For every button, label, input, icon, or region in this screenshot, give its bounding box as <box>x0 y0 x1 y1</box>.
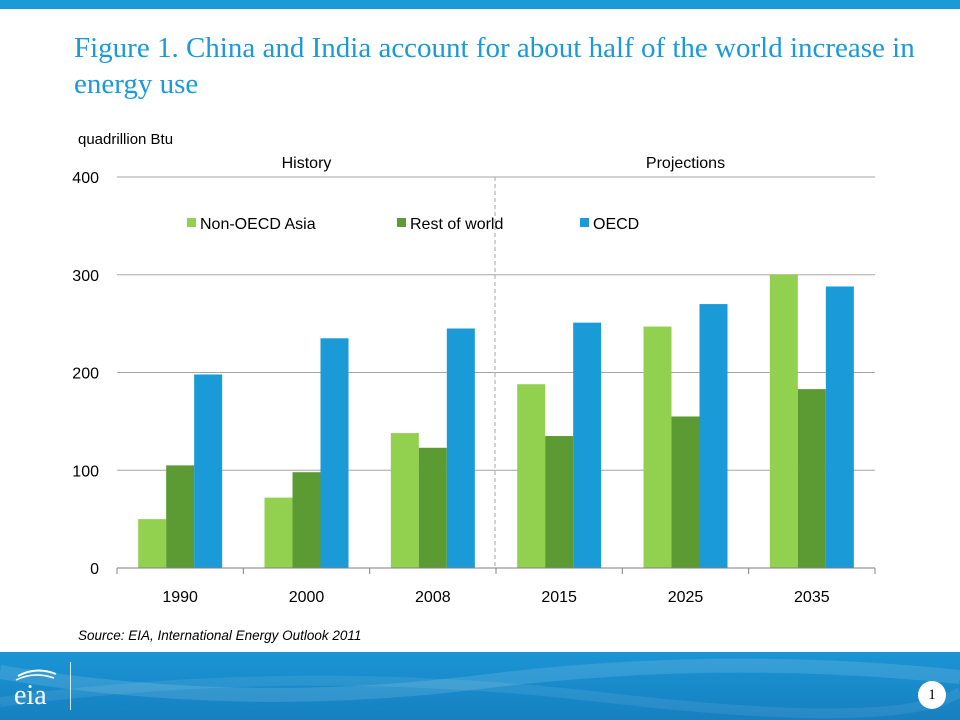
svg-text:eia: eia <box>14 680 47 710</box>
bar <box>671 416 700 568</box>
x-tick-label: 2015 <box>541 589 577 606</box>
y-tick-label: 100 <box>72 463 99 480</box>
x-tick-label: 2025 <box>668 589 704 606</box>
period-label-history: History <box>282 155 332 172</box>
y-axis-label: quadrillion Btu <box>78 131 173 148</box>
bar <box>517 384 546 568</box>
bar <box>825 286 854 568</box>
legend-swatch <box>187 218 196 227</box>
bar <box>292 472 321 568</box>
bar <box>320 338 349 568</box>
period-label-projections: Projections <box>646 155 725 172</box>
bar <box>573 322 602 568</box>
bar <box>699 304 728 568</box>
x-tick-label: 1990 <box>162 589 198 606</box>
bar <box>643 326 672 568</box>
x-tick-label: 2008 <box>415 589 451 606</box>
page-number: 1 <box>918 681 946 709</box>
logo-divider <box>70 662 71 710</box>
legend-label: Rest of world <box>410 216 503 233</box>
legend-label: Non-OECD Asia <box>200 216 316 233</box>
y-tick-label: 200 <box>72 366 99 383</box>
bar <box>264 497 293 568</box>
bar <box>166 465 195 568</box>
bar <box>769 274 798 568</box>
y-tick-label: 0 <box>90 561 99 578</box>
legend-swatch <box>580 218 589 227</box>
y-tick-label: 300 <box>72 268 99 285</box>
eia-logo: eia <box>14 669 57 710</box>
x-tick-label: 2000 <box>289 589 325 606</box>
bar <box>418 447 447 568</box>
bar <box>138 519 167 568</box>
y-tick-label: 400 <box>72 170 99 187</box>
footer-bar: eia <box>0 652 960 720</box>
bar <box>390 433 419 568</box>
legend-label: OECD <box>593 216 639 233</box>
bar <box>545 436 574 568</box>
x-tick-label: 2035 <box>794 589 830 606</box>
footer-wave-pattern <box>0 658 960 719</box>
source-note: Source: EIA, International Energy Outloo… <box>78 628 362 643</box>
bar <box>194 374 223 568</box>
slide-title: Figure 1. China and India account for ab… <box>74 32 915 100</box>
bar <box>446 328 475 568</box>
bar <box>797 389 826 568</box>
legend-swatch <box>397 218 406 227</box>
top-accent-bar <box>0 0 960 9</box>
